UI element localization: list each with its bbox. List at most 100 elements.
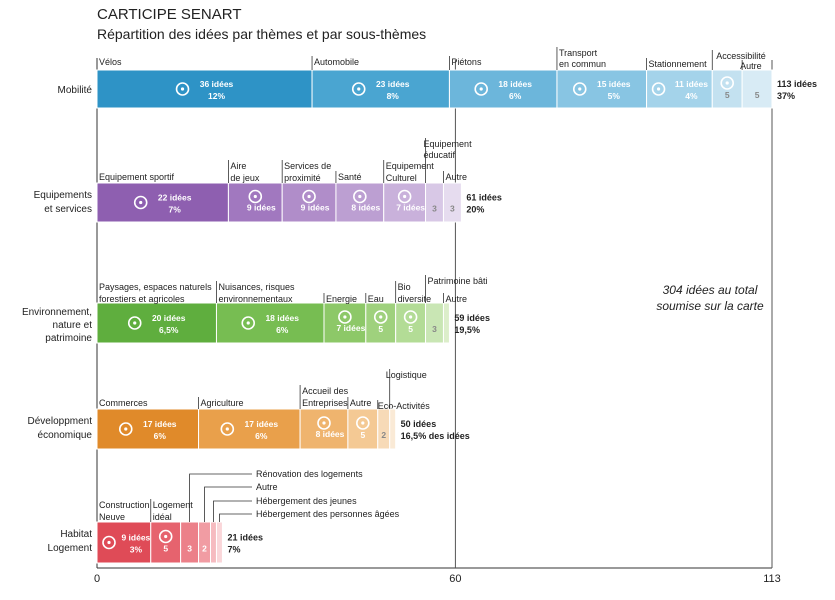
segment-name-label: forestiers et agricoles (99, 294, 185, 304)
segment-name-label: Hébergement des personnes âgées (256, 509, 400, 519)
ideal-home-icon (158, 529, 173, 544)
segment-name-label: Patrimoine bâti (428, 276, 488, 286)
data-label: 18 idées (265, 313, 299, 323)
segment-name-label: Autre (256, 482, 278, 492)
category-label: Développment (28, 416, 93, 427)
bubble-icon-dot (361, 421, 365, 425)
segment-name-label: Logement (153, 500, 194, 510)
services-icon-dot (307, 194, 311, 199)
data-label: 3% (130, 545, 143, 555)
data-label: 3 (187, 544, 192, 554)
bar-segment (198, 521, 211, 564)
parking-icon-shape (651, 82, 666, 96)
segment-name-label: Autre (740, 61, 762, 71)
bar-segment (311, 69, 450, 109)
data-label: 8 idées (351, 203, 380, 213)
warning-icon (241, 316, 256, 330)
crane-icon-dot (107, 540, 111, 545)
data-label: 3 (432, 324, 437, 334)
factory-icon-dot (322, 421, 326, 425)
bar-segment (215, 302, 325, 344)
wheelchair-icon-dot (725, 81, 729, 85)
playground-icon-dot (253, 194, 257, 199)
culture-icon-shape (397, 189, 412, 204)
segment-name-label: Hébergement des jeunes (256, 496, 357, 506)
segment-name-label: Culturel (386, 173, 417, 183)
bar-segment (646, 69, 713, 109)
sport-icon (133, 195, 148, 210)
data-label: 11 idées (675, 79, 708, 89)
segment-name-label: idéal (153, 512, 172, 522)
data-label: 2 (381, 430, 386, 440)
bar-segment (198, 408, 301, 450)
category-label: Mobilité (58, 85, 93, 96)
segment-name-label: Rénovation des logements (256, 469, 363, 479)
chart-title: CARTICIPE SENART (97, 6, 242, 23)
segment-name-label: Santé (338, 172, 362, 182)
callout-leader-line (213, 500, 252, 522)
category-total-label: 21 idées (227, 533, 263, 543)
segment-name-label: éducatif (424, 150, 456, 160)
crane-icon (102, 535, 116, 550)
segment-name-label: Bio (398, 282, 411, 292)
segment-name-label: proximité (284, 173, 321, 183)
segment-name-label: Automobile (314, 57, 359, 67)
sport-icon-dot (139, 200, 143, 205)
data-label: 6% (154, 431, 167, 441)
health-cross-icon-dot (358, 194, 362, 199)
bus-icon (572, 82, 587, 96)
culture-icon (397, 189, 412, 204)
bus-icon-dot (578, 87, 582, 91)
bar-segment (389, 408, 397, 450)
segment-name-label: Aire (230, 161, 246, 171)
data-label: 7% (169, 205, 182, 215)
health-cross-icon-shape (353, 189, 367, 204)
category-total-label: 50 idées (401, 419, 437, 429)
segment-name-label: Entreprises (302, 398, 348, 408)
data-label: 23 idées (376, 79, 410, 89)
bar-segment (96, 69, 313, 109)
segment-name-label: diversite (398, 294, 432, 304)
warning-icon-shape (241, 316, 256, 330)
bar-segment (96, 302, 217, 344)
data-label: 5 (408, 324, 413, 334)
data-label: 8% (387, 91, 400, 101)
data-label: 7 idées (396, 203, 425, 213)
car-icon-dot (357, 87, 361, 91)
total-note-line-1: 304 idées au total (663, 283, 758, 297)
category-label: Logement (48, 543, 93, 554)
factory-icon-shape (317, 416, 331, 430)
category-group-4: Habitat Logement 9 idées 3% Construction Neuv… (48, 499, 263, 564)
data-label: 6% (509, 91, 522, 101)
segment-name-label: Piétons (451, 57, 482, 67)
segment-name-label: Eco-Activités (378, 401, 431, 411)
data-label: 5 (360, 430, 365, 440)
callout-leader-line (204, 486, 252, 522)
segment-name-label: Commerces (99, 398, 148, 408)
parking-icon-dot (656, 87, 661, 91)
data-label: 17 idées (245, 419, 279, 429)
wheat-icon-dot (225, 427, 229, 431)
ideal-home-icon-shape (158, 529, 173, 544)
x-tick-label-0: 0 (94, 573, 100, 585)
warning-icon-dot (246, 321, 250, 325)
category-group-0: Mobilité 36 idées 12% Vélos 23 idées 8% Automo… (58, 47, 817, 109)
bar-segment (215, 521, 223, 564)
segment-name-label: Autre (350, 398, 372, 408)
segment-name-label: Transport (559, 48, 598, 58)
bar-segment (96, 182, 229, 223)
bubble-icon-shape (356, 416, 370, 430)
segment-name-label: Equipement (424, 139, 473, 149)
category-total-pct: 16,5% des idées (401, 431, 470, 441)
services-icon (302, 189, 316, 204)
car-icon-shape (351, 82, 366, 96)
pedestrian-icon-dot (479, 87, 483, 91)
data-label: 12% (208, 91, 225, 101)
crane-icon-shape (102, 535, 116, 550)
bar-segment (209, 521, 217, 564)
culture-icon-dot (403, 194, 407, 199)
bar-segment (96, 521, 152, 564)
segment-name-label: de jeux (230, 173, 260, 183)
callout-leader-line (189, 473, 252, 522)
